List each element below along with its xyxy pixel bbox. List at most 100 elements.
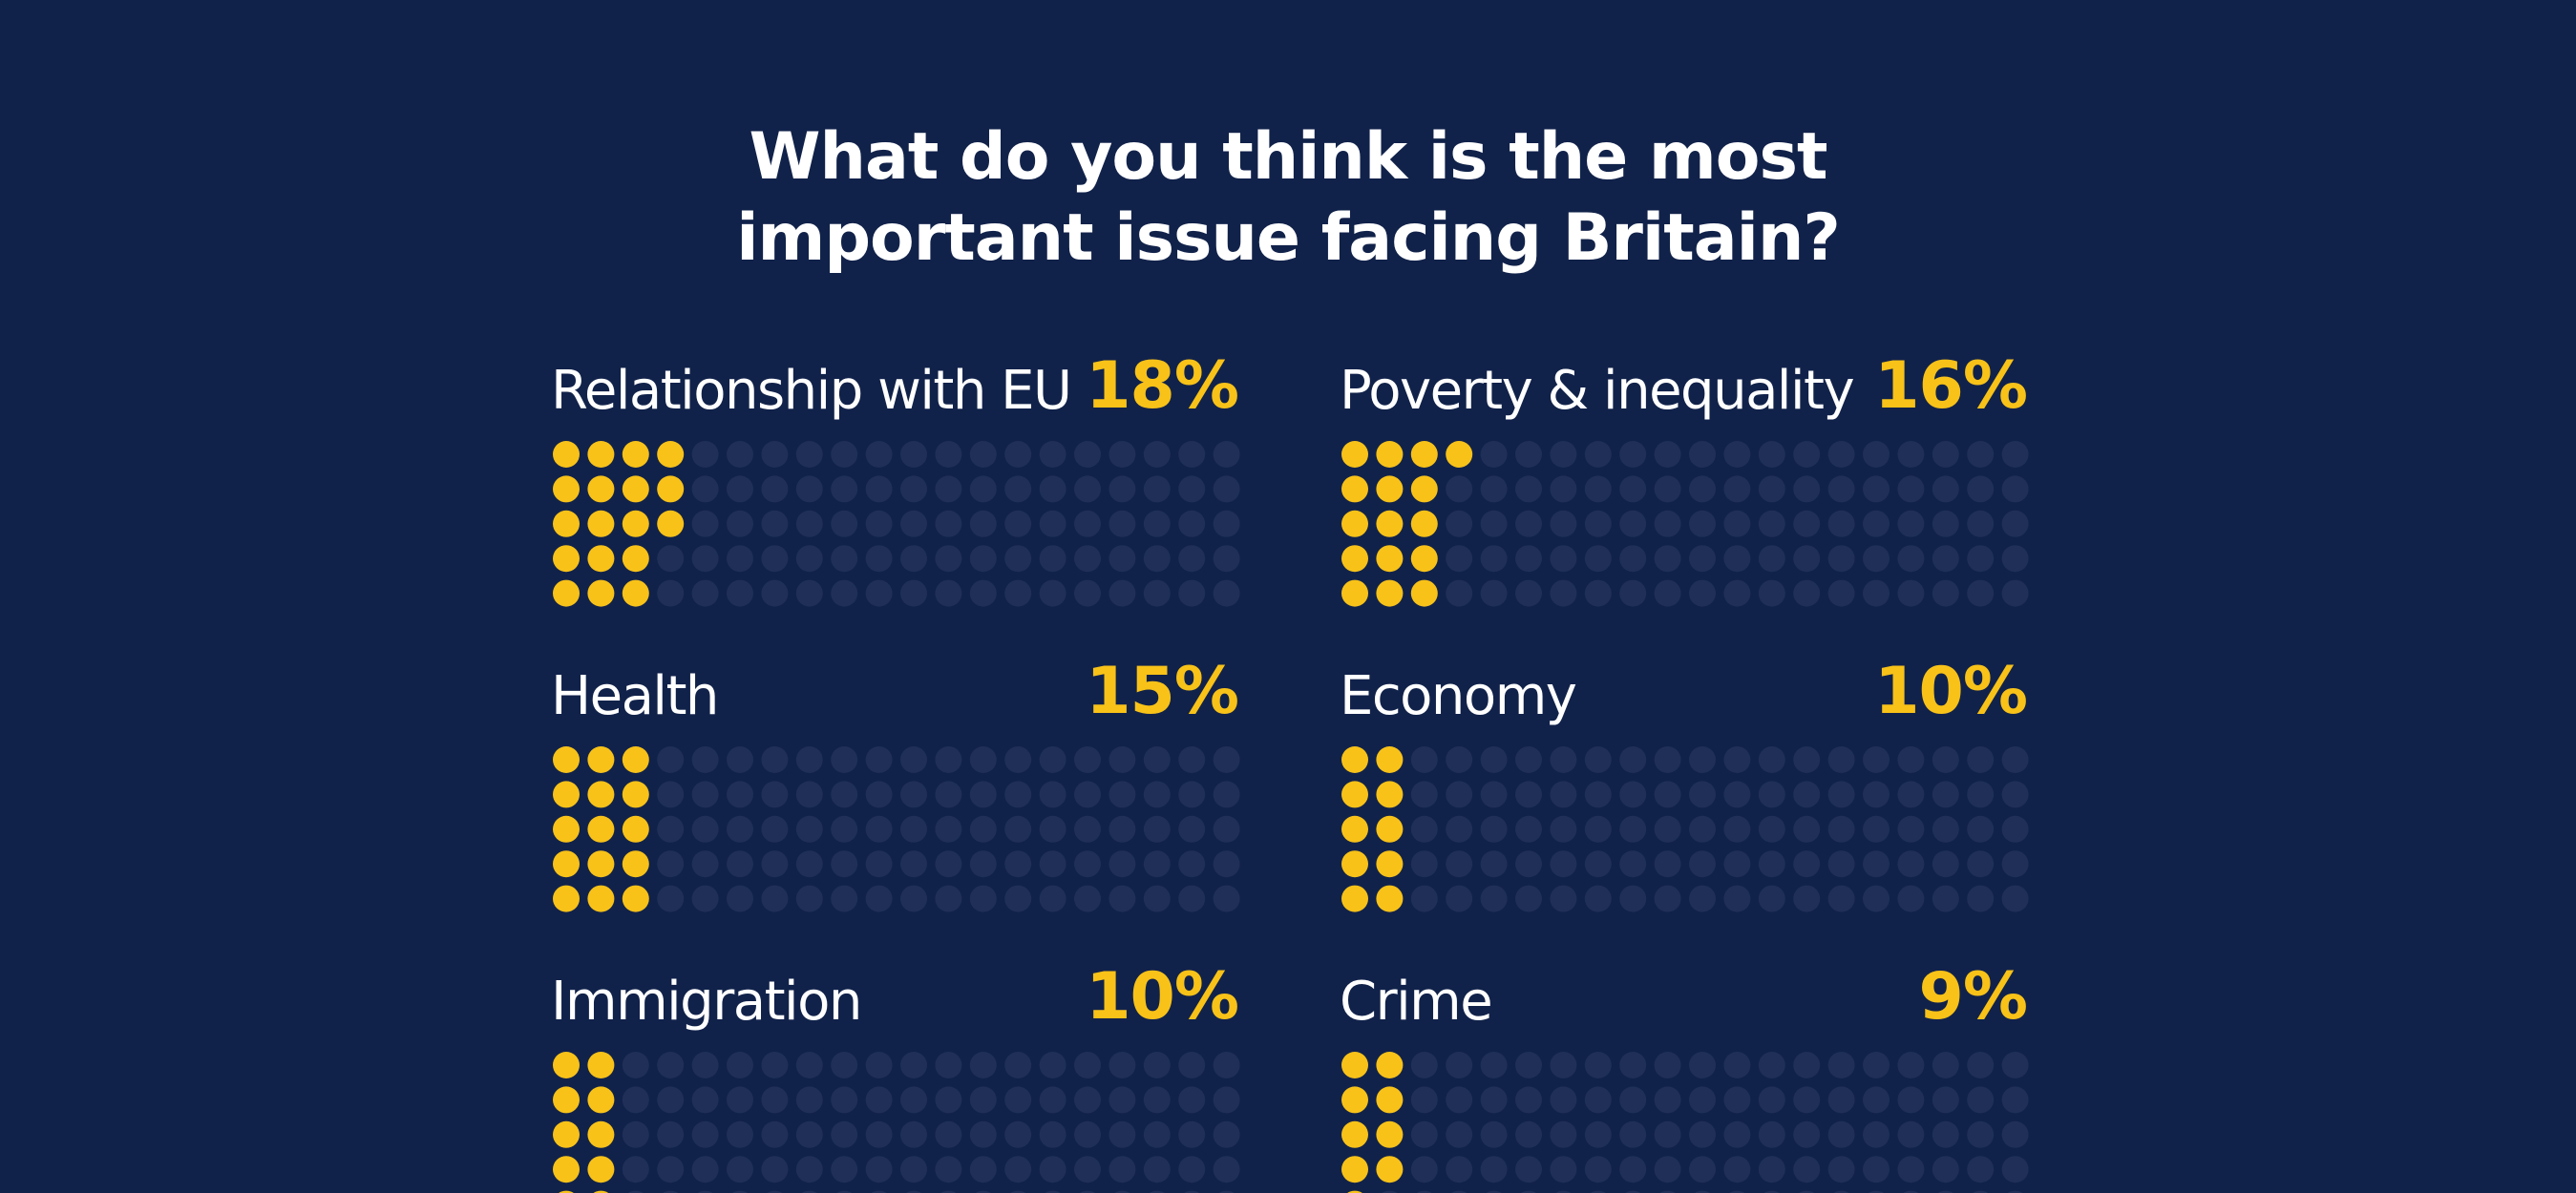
waffle-grid (553, 441, 1240, 607)
waffle-dot-empty (1654, 746, 1681, 773)
waffle-dot-empty (691, 1120, 719, 1148)
waffle-dot-empty (1480, 885, 1508, 912)
waffle-dot-empty (727, 815, 753, 843)
waffle-dot-empty (1004, 510, 1032, 537)
waffle-dot-filled (553, 1086, 580, 1114)
waffle-dot-empty (1827, 850, 1855, 878)
waffle-dot-empty (1109, 850, 1136, 878)
waffle-dot-empty (657, 1120, 685, 1148)
waffle-dot-empty (865, 815, 893, 843)
waffle-dot-empty (727, 850, 753, 878)
waffle-dot-empty (831, 781, 858, 808)
waffle-dot-empty (622, 1156, 649, 1183)
waffle-dot-empty (1039, 475, 1066, 503)
waffle-dot-empty (1689, 815, 1716, 843)
waffle-dot-empty (1584, 1156, 1612, 1183)
waffle-dot-empty (1446, 850, 1473, 878)
waffle-dot-empty (1619, 1120, 1647, 1148)
waffle-dot-empty (1967, 885, 1995, 912)
waffle-dot-empty (761, 1156, 789, 1183)
waffle-dot-empty (1723, 545, 1751, 573)
waffle-dot-empty (1039, 545, 1066, 573)
waffle-dot-empty (1213, 1120, 1240, 1148)
waffle-dot-empty (795, 579, 823, 607)
waffle-dot-empty (1213, 815, 1240, 843)
waffle-dot-empty (1827, 815, 1855, 843)
waffle-dot-empty (2001, 510, 2029, 537)
waffle-dot-empty (1932, 850, 1959, 878)
waffle-dot-empty (1584, 746, 1612, 773)
waffle-dot-empty (1689, 441, 1716, 468)
waffle-dot-empty (1480, 850, 1508, 878)
waffle-dot-empty (1619, 579, 1647, 607)
waffle-dot-empty (935, 850, 962, 878)
waffle-dot-filled (1410, 475, 1438, 503)
waffle-dot-empty (1178, 746, 1206, 773)
waffle-dot-empty (975, 1190, 991, 1193)
waffle-dot-filled (1376, 850, 1404, 878)
waffle-dot-empty (795, 1120, 823, 1148)
waffle-dot-filled (553, 1052, 580, 1078)
waffle-dot-empty (1213, 1156, 1240, 1183)
waffle-dot-empty (935, 746, 962, 773)
waffle-dot-empty (691, 885, 719, 912)
waffle-dot-empty (935, 510, 962, 537)
waffle-dot-empty (1178, 510, 1206, 537)
waffle-dot-empty (727, 781, 753, 808)
waffle-dot-empty (1039, 1086, 1066, 1114)
waffle-dot-empty (1654, 510, 1681, 537)
waffle-dot-empty (1480, 815, 1508, 843)
waffle-dot-empty (1897, 1156, 1925, 1183)
waffle-dot-empty (657, 545, 685, 573)
waffle-dot-empty (865, 1086, 893, 1114)
waffle-dot-empty (969, 1086, 997, 1114)
waffle-dot-filled (1341, 1086, 1368, 1114)
waffle-dot-empty (1827, 441, 1855, 468)
waffle-dot-empty (1555, 1190, 1572, 1193)
waffle-dot-empty (1932, 746, 1959, 773)
waffle-dot-empty (1723, 885, 1751, 912)
waffle-dot-empty (727, 510, 753, 537)
waffle-dot-empty (1213, 746, 1240, 773)
waffle-dot-empty (935, 1052, 962, 1078)
waffle-dot-empty (1695, 1190, 1710, 1193)
waffle-dot-empty (1967, 441, 1995, 468)
waffle-dot-filled (1376, 885, 1404, 912)
waffle-dot-empty (1584, 1086, 1612, 1114)
waffle-dot-empty (1143, 815, 1171, 843)
waffle-dot-empty (1178, 1086, 1206, 1114)
waffle-dot-empty (1550, 850, 1577, 878)
waffle-dot-empty (1863, 885, 1890, 912)
waffle-dot-empty (831, 746, 858, 773)
category-label: Crime (1340, 971, 1493, 1033)
waffle-dot-empty (1143, 1086, 1171, 1114)
waffle-dot-empty (1045, 1190, 1061, 1193)
waffle-dot-empty (1446, 746, 1473, 773)
waffle-dot-filled (1341, 475, 1368, 503)
waffle-dot-empty (1480, 475, 1508, 503)
waffle-dot-empty (1515, 475, 1542, 503)
waffle-dot-filled (587, 1120, 615, 1148)
waffle-dot-empty (1758, 579, 1785, 607)
issue-panel-economy: Economy 10% (1340, 654, 2029, 912)
waffle-dot-filled (622, 441, 649, 468)
waffle-dot-empty (935, 545, 962, 573)
waffle-dot-empty (1143, 545, 1171, 573)
waffle-dot-empty (1793, 475, 1821, 503)
waffle-grid (1341, 746, 2029, 912)
waffle-dot-filled (587, 1052, 615, 1078)
waffle-dot-empty (1004, 781, 1032, 808)
waffle-dot-empty (1932, 1086, 1959, 1114)
waffle-dot-empty (657, 746, 685, 773)
waffle-grid (553, 746, 1240, 912)
waffle-dot-empty (691, 746, 719, 773)
waffle-dot-empty (1410, 781, 1438, 808)
waffle-dot-empty (969, 885, 997, 912)
waffle-dot-empty (732, 1190, 748, 1193)
waffle-dot-empty (969, 781, 997, 808)
waffle-dot-empty (1178, 441, 1206, 468)
waffle-dot-empty (1004, 1120, 1032, 1148)
waffle-dot-empty (1410, 815, 1438, 843)
waffle-dot-empty (900, 545, 927, 573)
waffle-dot-empty (969, 1052, 997, 1078)
